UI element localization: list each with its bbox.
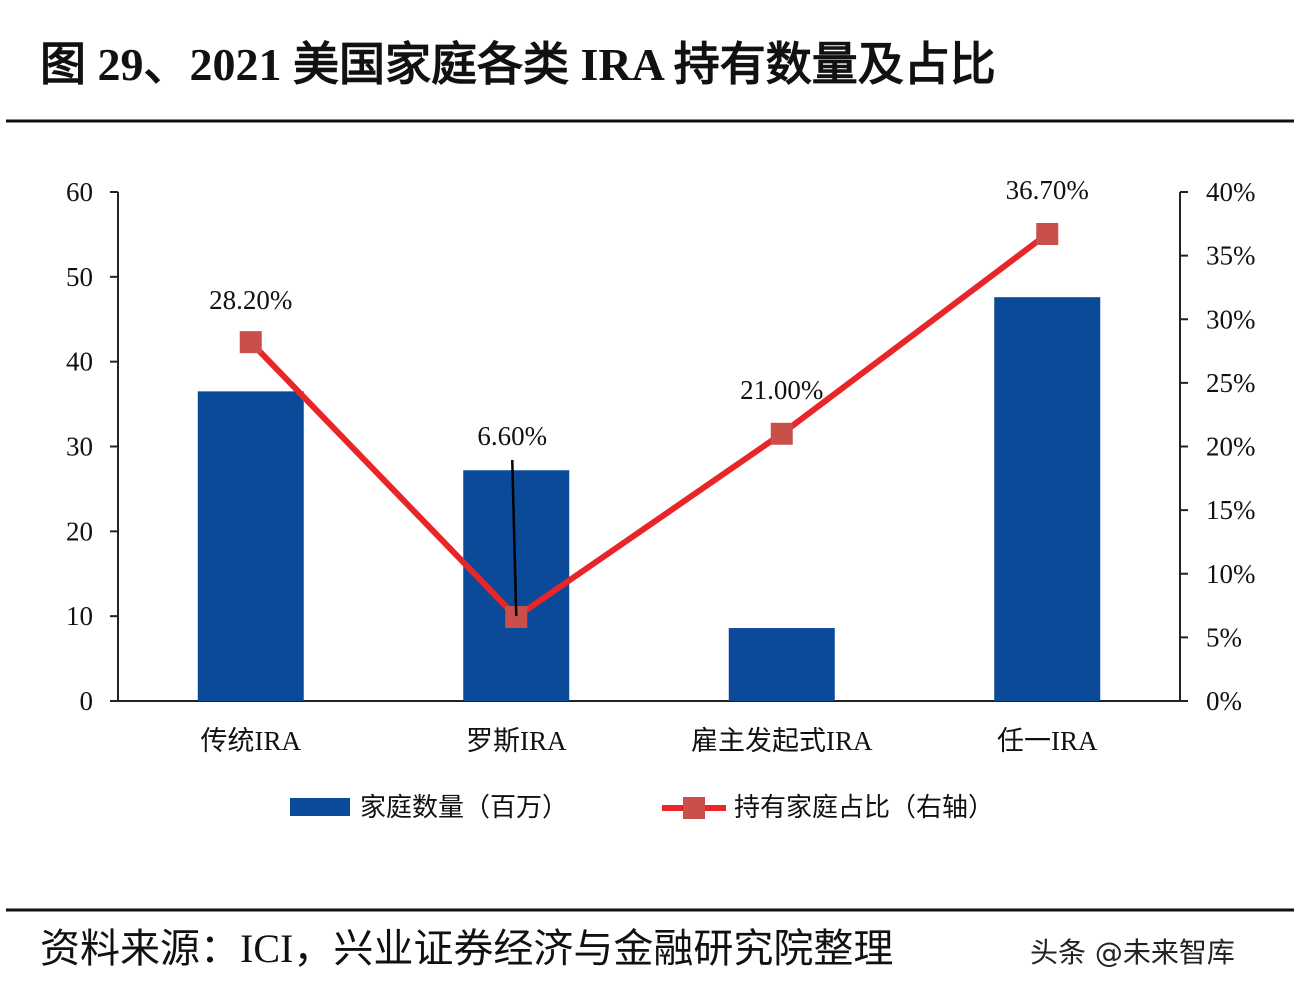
bar [728, 628, 835, 701]
right-tick-label: 10% [1206, 559, 1256, 589]
legend: 家庭数量（百万） 持有家庭占比（右轴） [290, 793, 994, 822]
category-label: 传统IRA [201, 726, 302, 756]
category-label: 雇主发起式IRA [691, 726, 873, 756]
line-marker [505, 606, 528, 629]
legend-swatch-bar [290, 798, 350, 816]
line-marker [239, 331, 262, 354]
chart-title: 图 29、2021 美国家庭各类 IRA 持有数量及占比 [40, 39, 996, 90]
source-note: 资料来源：ICI，兴业证券经济与金融研究院整理 [40, 926, 893, 971]
left-tick-label: 10 [66, 601, 93, 631]
right-tick-label: 0% [1206, 686, 1242, 716]
data-label-leader [511, 459, 518, 617]
bar [197, 391, 304, 701]
bar [994, 297, 1101, 701]
right-tick-label: 35% [1206, 241, 1256, 271]
right-tick-label: 5% [1206, 622, 1242, 652]
category-label: 任一IRA [997, 726, 1098, 756]
line-marker [1036, 222, 1059, 245]
plot-area: 0 10 20 30 40 50 60 0% 5% 10% 15% 20% 25% 30% 35% 40% 传统… [66, 175, 1256, 756]
left-tick-label: 20 [66, 516, 93, 546]
right-tick-label: 30% [1206, 304, 1256, 334]
right-tick-label: 15% [1206, 495, 1256, 525]
data-label: 21.00% [740, 375, 823, 405]
data-label: 36.70% [1006, 175, 1089, 205]
watermark: 头条 @未来智库 [1030, 936, 1235, 969]
left-tick-label: 30 [66, 432, 93, 462]
line-series [248, 231, 1050, 621]
legend-label-line: 持有家庭占比（右轴） [734, 793, 994, 822]
data-label: 28.20% [209, 285, 292, 315]
left-tick-label: 60 [66, 177, 93, 207]
data-label: 6.60% [477, 421, 547, 451]
right-tick-label: 40% [1206, 177, 1256, 207]
line-marker [770, 422, 793, 445]
right-tick-label: 25% [1206, 368, 1256, 398]
left-tick-label: 40 [66, 347, 93, 377]
legend-marker [683, 797, 705, 819]
legend-label-bar: 家庭数量（百万） [360, 793, 568, 822]
left-tick-label: 50 [66, 262, 93, 292]
left-tick-label: 0 [80, 686, 94, 716]
right-tick-label: 20% [1206, 432, 1256, 462]
category-label: 罗斯IRA [466, 726, 567, 756]
